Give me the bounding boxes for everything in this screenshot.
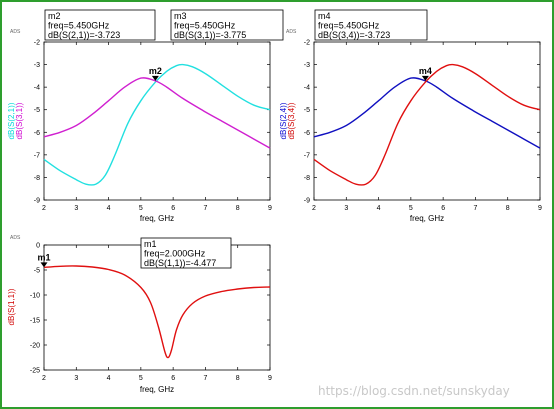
y-tick-label: -5 — [34, 107, 40, 114]
marker-readout-box[interactable] — [44, 9, 156, 41]
y-tick-label: -15 — [30, 318, 40, 325]
chart-tag: ADS — [10, 29, 21, 35]
series-line — [43, 77, 271, 149]
y-tick-label: -3 — [34, 62, 40, 69]
x-axis-label: freq, GHz — [140, 214, 174, 223]
y-axis-label: dB(S(2,4))dB(S(3,4)) — [279, 102, 296, 139]
plot-area — [313, 41, 541, 201]
marker-readout-line: freq=5.450GHz — [48, 21, 110, 31]
y-tick-label: -7 — [34, 152, 40, 159]
y-tick-label: -10 — [30, 293, 40, 300]
x-tick-label: 3 — [74, 205, 78, 212]
marker-readout-line: m4 — [318, 11, 331, 21]
y-tick-label: -2 — [34, 40, 40, 47]
x-tick-label: 5 — [139, 205, 143, 212]
x-tick-label: 4 — [107, 205, 111, 212]
x-tick-label: 3 — [74, 375, 78, 382]
y-axis-label: dB(S(1,1)) — [7, 288, 16, 325]
y-tick-label: -4 — [34, 85, 40, 92]
y-axis-label-line: dB(S(2,4)) — [279, 102, 288, 139]
y-tick-label: -9 — [304, 198, 310, 205]
marker-readout-line: dB(S(3,4))=-3.723 — [318, 30, 390, 40]
y-tick-label: -7 — [304, 152, 310, 159]
y-axis-label-line: dB(S(3,4)) — [287, 102, 296, 139]
marker-readout-box[interactable] — [140, 237, 232, 269]
marker-readout-line: m1 — [144, 239, 157, 249]
marker-readout-box[interactable] — [170, 9, 284, 41]
marker-triangle[interactable] — [421, 75, 429, 81]
y-tick-label: -3 — [304, 62, 310, 69]
chart-top-left: ADS 2 3 4 5 6 7 8 9 -9 -8 -7 -6 -5 -4 -3 -2 freq, GHz dB(S… — [7, 9, 284, 223]
series-line — [43, 63, 271, 186]
y-tick-label: -2 — [304, 40, 310, 47]
y-axis-label: dB(S(2,1))dB(S(3,1)) — [7, 102, 24, 139]
x-tick-label: 9 — [538, 205, 542, 212]
marker-readout-line: m2 — [48, 11, 61, 21]
marker-readout-line: dB(S(1,1))=-4.477 — [144, 258, 216, 268]
x-tick-label: 9 — [268, 375, 272, 382]
marker-triangle[interactable] — [151, 75, 159, 81]
x-tick-label: 6 — [441, 205, 445, 212]
y-tick-label: -8 — [34, 175, 40, 182]
x-tick-label: 2 — [312, 205, 316, 212]
x-tick-label: 5 — [409, 205, 413, 212]
series-line — [313, 77, 541, 149]
y-tick-label: -20 — [30, 343, 40, 350]
y-tick-label: -4 — [304, 85, 310, 92]
y-tick-label: -25 — [30, 368, 40, 375]
x-tick-label: 8 — [236, 205, 240, 212]
y-tick-label: -5 — [304, 107, 310, 114]
marker-readout-line: dB(S(3,1))=-3.775 — [174, 30, 246, 40]
y-tick-label: -6 — [34, 130, 40, 137]
x-tick-label: 3 — [344, 205, 348, 212]
y-tick-label: -8 — [304, 175, 310, 182]
y-axis-label-line: dB(S(3,1)) — [15, 102, 24, 139]
y-tick-label: -6 — [304, 130, 310, 137]
x-tick-label: 7 — [203, 375, 207, 382]
x-tick-label: 9 — [268, 205, 272, 212]
marker-readout-line: freq=5.450GHz — [318, 21, 380, 31]
watermark: https://blog.csdn.net/sunskyday — [318, 384, 510, 398]
x-axis-label: freq, GHz — [410, 214, 444, 223]
chart-tag: ADS — [286, 29, 297, 35]
marker-readout-line: m3 — [174, 11, 187, 21]
x-tick-label: 6 — [171, 205, 175, 212]
marker-label: m4 — [419, 66, 432, 76]
marker-readout-line: freq=5.450GHz — [174, 21, 236, 31]
y-axis-label-line: dB(S(2,1)) — [7, 102, 16, 139]
x-tick-label: 8 — [506, 205, 510, 212]
x-tick-label: 4 — [377, 205, 381, 212]
chart-tag: ADS — [10, 235, 21, 241]
x-tick-label: 2 — [42, 375, 46, 382]
x-tick-label: 2 — [42, 205, 46, 212]
y-tick-label: -5 — [34, 268, 40, 275]
x-tick-label: 8 — [236, 375, 240, 382]
series-line — [43, 265, 271, 359]
x-tick-label: 4 — [107, 375, 111, 382]
marker-readout-box[interactable] — [314, 9, 428, 41]
y-axis-label-line: dB(S(1,1)) — [7, 288, 16, 325]
x-tick-label: 7 — [473, 205, 477, 212]
x-tick-label: 7 — [203, 205, 207, 212]
x-tick-label: 5 — [139, 375, 143, 382]
chart-top-right: ADS 2 3 4 5 6 7 8 9 -9 -8 -7 -6 -5 -4 -3 -2 freq, GHz dB(S… — [279, 9, 542, 223]
marker-label: m2 — [149, 66, 162, 76]
series-line — [313, 63, 541, 186]
y-tick-label: 0 — [36, 243, 40, 250]
marker-readout-line: freq=2.000GHz — [144, 249, 206, 259]
marker-readout-line: dB(S(2,1))=-3.723 — [48, 30, 120, 40]
y-tick-label: -9 — [34, 198, 40, 205]
chart-bottom-left: ADS 2 3 4 5 6 7 8 9 -25 -20 -15 -10 -5 0 freq, GHz dB(S(… — [7, 235, 272, 394]
x-axis-label: freq, GHz — [140, 385, 174, 394]
marker-triangle[interactable] — [40, 262, 48, 268]
x-tick-label: 6 — [171, 375, 175, 382]
marker-label: m1 — [37, 252, 50, 262]
plot-area — [43, 41, 271, 201]
